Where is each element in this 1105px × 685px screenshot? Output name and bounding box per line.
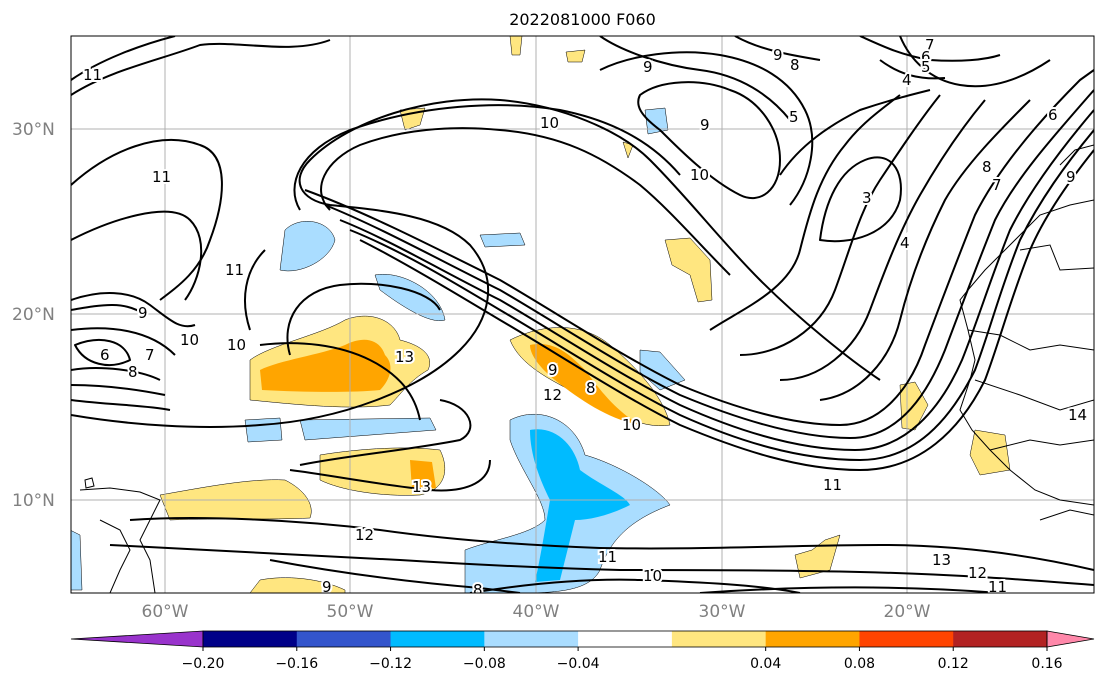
lon-label: 20°W	[884, 602, 931, 622]
colorbar-bin	[296, 631, 392, 647]
latitude-labels: 30°N 20°N 10°N	[12, 120, 55, 511]
contour-label: 11	[598, 548, 617, 566]
contour-layer	[71, 36, 1094, 593]
contour-label: 9	[138, 304, 148, 322]
contour-label: 7	[925, 36, 935, 54]
colorbar-tick-label: −0.20	[182, 656, 225, 672]
contour-label: 11	[823, 476, 842, 494]
shading-layer	[71, 36, 1011, 593]
colorbar-bin	[671, 631, 767, 647]
contour-label: 7	[992, 176, 1002, 194]
colorbar-bin	[484, 631, 579, 647]
colorbar-tick-label: 0.16	[1031, 656, 1062, 672]
colorbar-bin	[578, 631, 673, 647]
contour-label: 9	[773, 46, 783, 64]
map-title: 2022081000 F060	[509, 10, 656, 29]
contour-label: 13	[395, 348, 414, 366]
contour-label: 5	[789, 108, 799, 126]
plot-frame	[70, 35, 1095, 594]
contour-label: 10	[180, 331, 199, 349]
lat-label: 30°N	[12, 120, 55, 140]
colorbar-bin	[390, 631, 485, 647]
longitude-labels: 60°W 50°W 40°W 30°W 20°W	[142, 602, 931, 622]
contour-label: 8	[790, 56, 800, 74]
colorbar-bin	[765, 631, 860, 647]
colorbar-tick-label: −0.12	[369, 656, 412, 672]
contour-label: 13	[412, 478, 431, 496]
contour-labels: 11 11 11 9 10 10 6 7 8 13 9 8 12 10 13 1…	[81, 36, 1089, 599]
colorbar-extend-high	[1046, 630, 1095, 648]
contour-label: 9	[322, 578, 332, 596]
colorbar-tick-label: 0.08	[844, 656, 875, 672]
contour-label: 10	[643, 567, 662, 585]
lon-label: 60°W	[142, 602, 189, 622]
lon-label: 40°W	[513, 602, 560, 622]
lon-label: 50°W	[327, 602, 374, 622]
colorbar-bin	[953, 631, 1048, 647]
contour-label: 10	[227, 336, 246, 354]
colorbar-extend-low	[70, 630, 204, 648]
contour-label: 12	[968, 564, 987, 582]
contour-label: 10	[690, 166, 709, 184]
colorbar-tick-label: 0.12	[938, 656, 969, 672]
colorbar: −0.20 −0.16 −0.12 −0.08 −0.04 0.04 0.08 0.12 0.1…	[70, 630, 1095, 672]
contour-label: 8	[473, 581, 483, 599]
colorbar-tick-label: 0.04	[750, 656, 781, 672]
contour-label: 11	[225, 261, 244, 279]
colorbar-tick-label: −0.04	[557, 656, 600, 672]
contour-label: 9	[1066, 168, 1076, 186]
contour-label: 4	[900, 234, 910, 252]
contour-label: 6	[921, 48, 931, 66]
contour-label: 10	[540, 114, 559, 132]
contour-label: 12	[355, 526, 374, 544]
colorbar-bin	[859, 631, 954, 647]
contour-label: 8	[586, 379, 596, 397]
contour-label: 9	[700, 116, 710, 134]
contour-label: 4	[902, 71, 912, 89]
contour-label: 3	[862, 189, 872, 207]
graticule	[71, 36, 1094, 593]
colorbar-bin	[203, 631, 298, 647]
contour-label: 14	[1068, 406, 1087, 424]
colorbar-tick-label: −0.16	[275, 656, 318, 672]
colorbar-tick-label: −0.08	[463, 656, 506, 672]
contour-label: 11	[83, 66, 102, 84]
contour-label: 11	[152, 168, 171, 186]
lon-label: 30°W	[699, 602, 746, 622]
contour-label: 10	[622, 416, 641, 434]
coastline	[79, 144, 1094, 593]
contour-label: 12	[543, 386, 562, 404]
contour-label: 5	[921, 58, 931, 76]
lat-label: 10°N	[12, 491, 55, 511]
contour-label: 7	[145, 346, 155, 364]
contour-label: 8	[128, 363, 138, 381]
contour-label: 8	[982, 158, 992, 176]
colorbar-frame	[202, 630, 1048, 648]
contour-label: 9	[548, 361, 558, 379]
lat-label: 20°N	[12, 305, 55, 325]
contour-label: 13	[932, 551, 951, 569]
contour-label: 6	[1048, 106, 1058, 124]
contour-label: 9	[643, 58, 653, 76]
contour-label: 6	[100, 346, 110, 364]
contour-label: 11	[988, 578, 1007, 596]
